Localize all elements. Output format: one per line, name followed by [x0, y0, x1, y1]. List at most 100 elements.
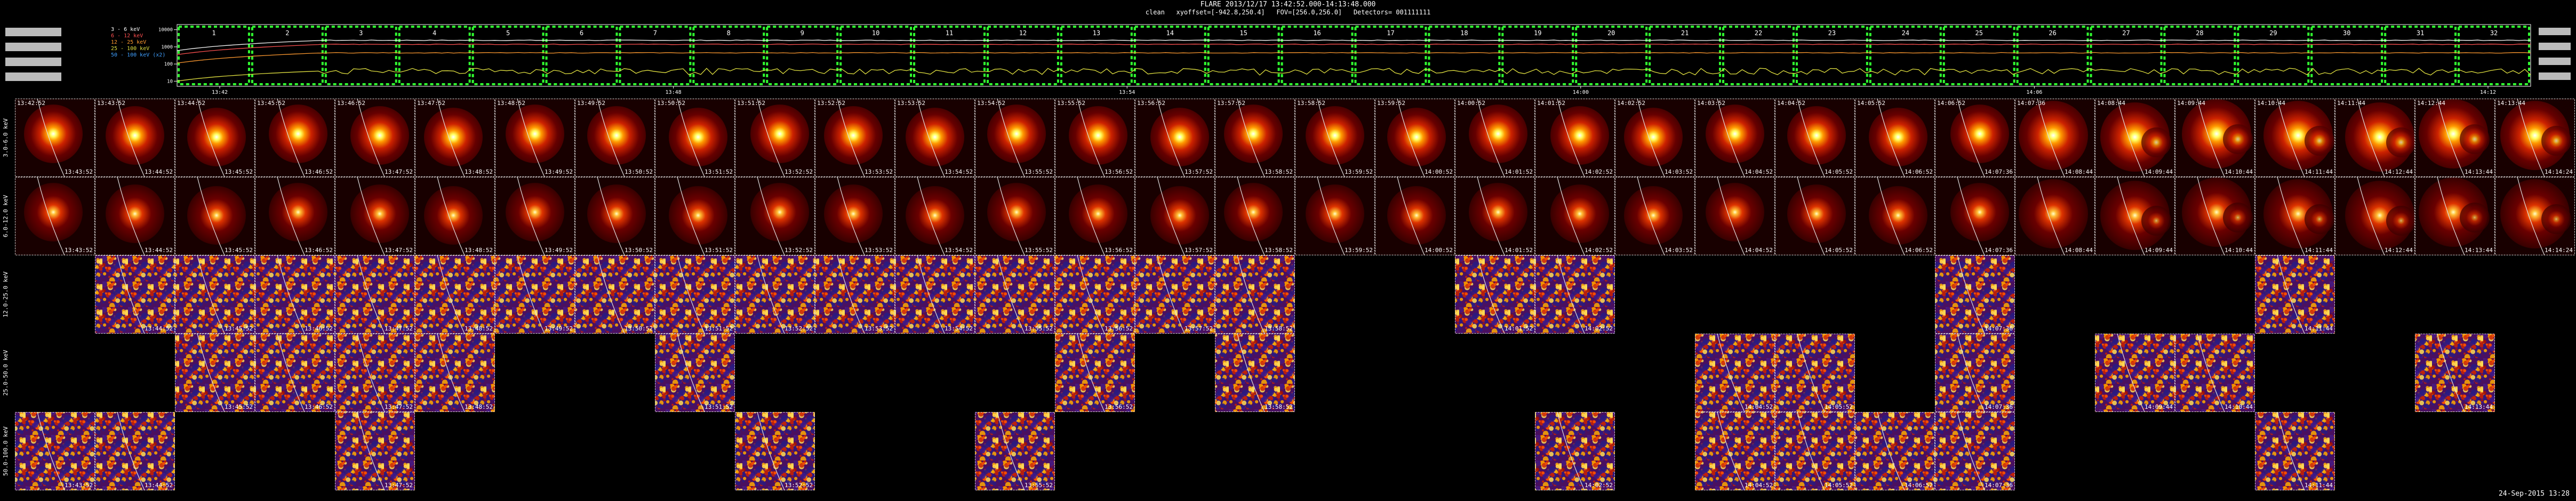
interval-number: 16 — [1313, 29, 1321, 37]
y-tick-label: 100 — [164, 62, 173, 67]
image-bg — [95, 255, 175, 334]
image-bg — [335, 412, 415, 490]
frame-end-time: 14:11:44 — [2305, 325, 2333, 332]
interval-number: 2 — [285, 29, 289, 37]
y-tick-label: 10 — [167, 79, 173, 84]
frame-end-time: 14:14:24 — [2545, 247, 2573, 254]
frame-end-time: 13:56:52 — [1105, 403, 1133, 410]
frame-end-time: 14:14:24 — [2545, 168, 2573, 175]
image-border — [735, 99, 815, 177]
frame-end-time: 13:46:52 — [305, 403, 333, 410]
flare-source — [1469, 104, 1527, 164]
solar-limb — [1957, 333, 1985, 413]
solar-limb — [117, 255, 145, 334]
image-cell: 13:58:52 — [1215, 255, 1295, 334]
frame-end-time: 13:47:52 — [385, 168, 413, 175]
image-cell: 13:44:52 13:45:52 — [175, 98, 255, 177]
image-cell: 13:56:52 — [1055, 333, 1135, 413]
frame-end-time: 13:46:52 — [305, 168, 333, 175]
flare-source — [1306, 106, 1364, 165]
image-border — [1695, 334, 1775, 412]
solar-limb — [757, 255, 785, 334]
image-cell: 13:54:52 — [895, 255, 975, 334]
image-bg — [1215, 334, 1295, 412]
image-bg — [1855, 412, 1935, 490]
frame-end-time: 14:02:52 — [1585, 482, 1613, 489]
frame-end-time: 13:45:52 — [225, 247, 253, 254]
solar-limb — [837, 98, 865, 177]
flare-source — [2305, 204, 2334, 235]
flare-source — [987, 183, 1046, 242]
flare-source — [2386, 206, 2416, 236]
flare-source — [1150, 108, 1209, 167]
image-bg — [175, 255, 255, 334]
image-cell: 13:47:52 13:48:52 — [415, 98, 495, 177]
flare-source — [750, 183, 809, 242]
solar-limb — [997, 176, 1025, 256]
image-border — [2175, 177, 2255, 255]
frame-end-time: 13:59:52 — [1345, 168, 1373, 175]
image-cell: 13:48:52 13:49:52 — [495, 98, 575, 177]
flare-source — [187, 186, 246, 245]
flare-source — [2386, 127, 2416, 158]
frame-end-time: 13:48:52 — [465, 168, 493, 175]
flare-source — [506, 183, 564, 242]
image-cell: 14:07:36 14:08:44 — [2015, 98, 2095, 177]
image-cell: 13:51:52 13:52:52 — [735, 98, 815, 177]
solar-limb — [2197, 333, 2225, 413]
image-cell: 14:09:44 14:10:44 — [2175, 98, 2255, 177]
solar-limb — [1717, 333, 1745, 413]
interval-number: 29 — [2269, 29, 2277, 37]
image-border — [2335, 177, 2415, 255]
solar-limb — [1317, 176, 1345, 256]
legend-entry: 3 - 6 keV — [111, 27, 140, 33]
frame-start-time: 14:12:44 — [2417, 100, 2445, 107]
solar-limb — [1717, 98, 1745, 177]
solar-limb — [517, 98, 545, 177]
image-border — [815, 177, 895, 255]
flare-source — [1150, 186, 1209, 245]
frame-end-time: 14:10:44 — [2225, 247, 2253, 254]
lightcurve-series — [177, 68, 2531, 82]
image-bg — [335, 334, 415, 412]
frame-start-time: 14:01:52 — [1537, 100, 1565, 107]
image-border — [2255, 412, 2335, 490]
image-border — [415, 334, 495, 412]
image-bg — [1215, 255, 1295, 334]
solar-limb — [677, 176, 705, 256]
image-bg — [1935, 255, 2015, 334]
frame-start-time: 14:09:44 — [2177, 100, 2205, 107]
image-cell: 13:59:52 14:00:52 — [1375, 98, 1455, 177]
image-border — [2255, 177, 2335, 255]
image-cell: 14:04:52 — [1695, 333, 1775, 413]
image-border — [2095, 334, 2175, 412]
image-border — [495, 255, 575, 334]
image-cell: 13:54:52 — [895, 176, 975, 256]
image-cell: 13:52:52 — [735, 255, 815, 334]
frame-end-time: 14:07:36 — [1985, 403, 2013, 410]
solar-limb — [1797, 333, 1825, 413]
frame-start-time: 13:49:52 — [577, 100, 605, 107]
image-cell: 14:09:44 — [2095, 333, 2175, 413]
solar-limb — [1477, 98, 1505, 177]
image-border — [1775, 334, 1855, 412]
image-cell: 13:59:52 — [1295, 176, 1375, 256]
image-border — [2095, 99, 2175, 177]
frame-end-time: 14:04:52 — [1745, 403, 1773, 410]
solar-limb — [917, 176, 945, 256]
flare-source — [269, 183, 327, 242]
solar-limb — [2037, 176, 2065, 256]
flare-source — [24, 183, 83, 242]
frame-start-time: 13:47:52 — [417, 100, 445, 107]
interval-number: 27 — [2122, 29, 2130, 37]
interval-number: 30 — [2343, 29, 2350, 37]
image-border — [895, 255, 975, 334]
image-cell: 13:57:52 — [1135, 176, 1215, 256]
frame-end-time: 14:08:44 — [2065, 168, 2093, 175]
solar-limb — [1557, 98, 1585, 177]
image-border — [95, 412, 175, 490]
flare-source — [1224, 183, 1283, 242]
image-border — [1055, 177, 1135, 255]
solar-limb — [2277, 411, 2305, 491]
image-bg — [655, 255, 735, 334]
